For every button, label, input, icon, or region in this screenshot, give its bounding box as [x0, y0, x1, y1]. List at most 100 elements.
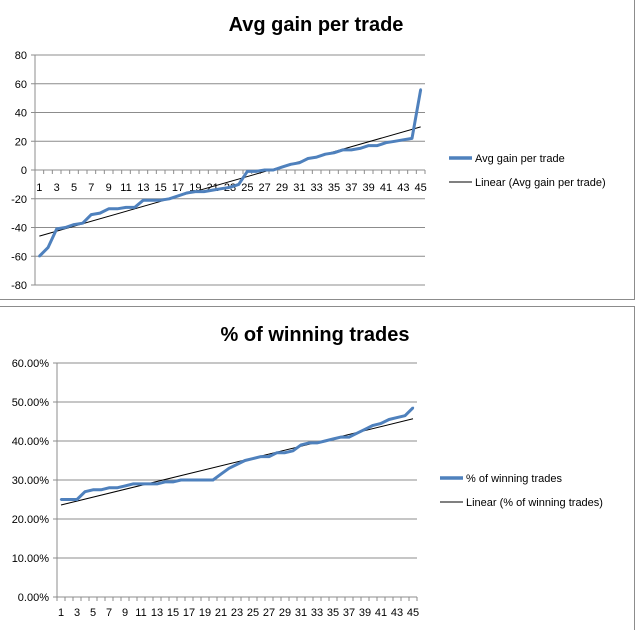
x-tick-label: 45	[407, 607, 419, 619]
x-tick-label: 37	[345, 182, 357, 194]
data-point	[159, 198, 162, 202]
x-tick-label: 13	[151, 607, 163, 619]
x-tick-label: 29	[279, 607, 291, 619]
data-point	[155, 482, 159, 486]
data-point	[202, 190, 206, 193]
data-point	[315, 155, 318, 159]
data-point	[228, 186, 232, 189]
x-tick-label: 11	[120, 182, 131, 194]
data-point	[195, 478, 199, 482]
data-point	[393, 140, 396, 143]
x-tick-label: 7	[106, 607, 112, 619]
data-point	[299, 443, 303, 447]
avg-gain-chart: Avg gain per trade 80 60 40 20 0 -20 -40 -60 -80…	[11, 14, 606, 292]
y-tick-label: 40.00%	[12, 436, 50, 448]
x-tick-label: 7	[88, 182, 94, 194]
data-point	[331, 437, 335, 441]
x-tick-label: 41	[375, 607, 387, 619]
data-point	[332, 151, 336, 154]
data-point	[259, 455, 263, 458]
x-tick-label: 3	[74, 607, 80, 619]
data-point	[220, 187, 223, 190]
data-point	[395, 416, 399, 419]
data-point	[246, 170, 249, 173]
x-tick-label: 21	[215, 607, 227, 619]
y-tick-label: -80	[11, 280, 27, 292]
x-tick-label: 13	[137, 182, 149, 194]
data-point	[298, 161, 301, 165]
data-point	[179, 478, 183, 482]
x-tick-label: 27	[259, 182, 271, 194]
y-tick-label: 60.00%	[12, 358, 50, 370]
y-tick-label: -40	[11, 223, 27, 235]
x-tick-label: 9	[106, 182, 112, 194]
x-tick-label: 37	[343, 607, 355, 619]
data-point	[124, 206, 128, 209]
legend-label-winning: % of winning trades	[466, 473, 562, 485]
data-point	[387, 418, 391, 421]
data-point	[171, 480, 175, 484]
data-point	[150, 198, 154, 202]
data-point	[363, 428, 367, 431]
x-tick-label: 17	[183, 607, 195, 619]
y-tick-label: -20	[11, 194, 27, 206]
data-point	[355, 432, 359, 435]
data-point	[185, 191, 188, 195]
x-tick-label: 5	[71, 182, 77, 194]
data-point	[324, 152, 327, 156]
x-tick-label: 17	[172, 182, 184, 194]
winning-trades-chart-panel: % of winning trades 60.00% 50.00% 40.00% 30…	[0, 306, 635, 630]
data-point	[194, 190, 197, 193]
x-tick-label: 35	[328, 182, 340, 194]
data-point	[133, 206, 136, 209]
x-tick-label: 3	[54, 182, 60, 194]
legend-label-avg-gain: Avg gain per trade	[475, 153, 565, 165]
data-point	[235, 463, 239, 466]
data-point	[307, 441, 311, 445]
data-point	[81, 221, 84, 225]
data-point	[72, 223, 76, 226]
data-point	[272, 168, 275, 172]
data-point	[403, 414, 407, 417]
x-tick-label: 33	[311, 182, 323, 194]
x-tick-label: 43	[391, 607, 403, 619]
legend-label-linear-avg-gain: Linear (Avg gain per trade)	[475, 177, 606, 189]
x-tick-label: 43	[397, 182, 409, 194]
data-point	[163, 480, 167, 484]
data-point	[411, 406, 415, 410]
x-tick-label: 5	[90, 607, 96, 619]
data-point	[341, 148, 344, 152]
data-point	[384, 141, 388, 144]
data-point	[176, 194, 180, 198]
x-tick-label: 1	[36, 182, 42, 194]
data-point	[90, 213, 93, 216]
data-point	[38, 255, 41, 258]
data-point	[211, 188, 214, 192]
data-point	[289, 163, 292, 166]
winning-trades-chart: % of winning trades 60.00%50.00%40.00%30…	[12, 324, 603, 619]
y-tick-label: 0	[21, 165, 27, 177]
data-point	[323, 439, 327, 443]
data-point	[147, 482, 151, 486]
data-point	[67, 498, 71, 501]
data-point	[410, 137, 414, 140]
data-point	[339, 435, 343, 439]
data-point	[64, 226, 67, 229]
x-tick-label: 15	[167, 607, 179, 619]
x-tick-label: 27	[263, 607, 275, 619]
data-point	[347, 435, 351, 439]
x-tick-label: 45	[415, 182, 427, 194]
y-tick-label: 80	[15, 50, 27, 62]
legend-label-linear-winning: Linear (% of winning trades)	[466, 497, 603, 509]
data-point	[280, 165, 284, 169]
series-line	[38, 89, 423, 258]
data-point	[263, 168, 266, 172]
data-point	[402, 138, 405, 142]
data-point	[358, 147, 362, 150]
y-tick-label: 20.00%	[12, 514, 50, 526]
data-point	[168, 197, 171, 200]
data-point	[55, 227, 58, 231]
chart-title: % of winning trades	[221, 324, 410, 346]
trendline	[39, 126, 421, 237]
x-tick-label: 39	[363, 182, 375, 194]
